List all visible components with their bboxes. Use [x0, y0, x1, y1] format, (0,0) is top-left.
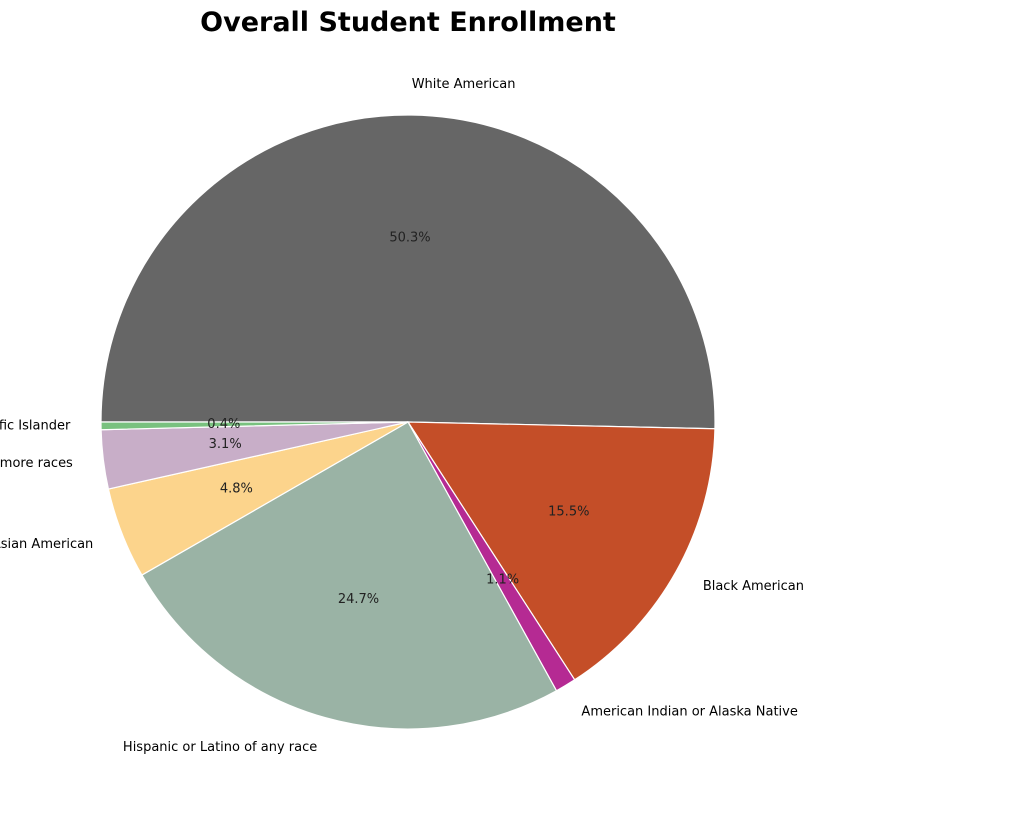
slice-label-2: American Indian or Alaska Native [581, 704, 797, 719]
slice-label-5: Two or more races [0, 456, 73, 471]
pie-slice-1 [406, 421, 716, 681]
slice-percent-4: 4.8% [220, 481, 253, 496]
slice-percent-0: 50.3% [389, 230, 430, 245]
pie-slice-6 [100, 421, 409, 431]
slice-percent-1: 15.5% [548, 504, 589, 519]
chart-title: Overall Student Enrollment [200, 7, 616, 38]
slice-label-1: Black American [703, 579, 804, 594]
slice-label-4: Asian American [0, 537, 93, 552]
slice-percent-3: 24.7% [338, 592, 379, 607]
slice-percent-5: 3.1% [209, 437, 242, 452]
pie-slice-0 [100, 114, 716, 430]
slice-label-0: White American [412, 77, 516, 92]
pie-slices [100, 114, 716, 730]
slice-percent-6: 0.4% [207, 417, 240, 432]
pie-slice-3 [141, 421, 558, 730]
pie-labels: White American 50.3% Black American 15.5% Am… [0, 77, 804, 755]
slice-label-3: Hispanic or Latino of any race [123, 740, 317, 755]
slice-percent-2: 1.1% [486, 573, 519, 588]
slice-label-6: Native Hawaiian or other Pacific Islande… [0, 419, 71, 434]
